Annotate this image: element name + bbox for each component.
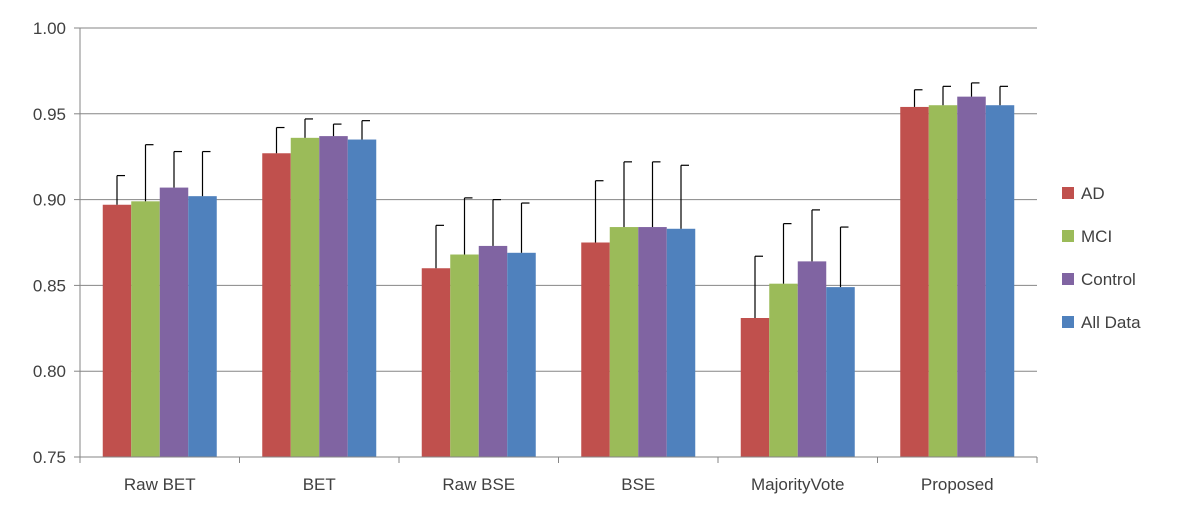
- bar-all-data: [826, 287, 855, 457]
- y-tick-label: 0.80: [33, 362, 66, 381]
- error-bars: [116, 82, 1008, 319]
- legend-label-mci: MCI: [1081, 227, 1112, 246]
- bar-control: [478, 245, 508, 457]
- bar-ad: [740, 318, 770, 457]
- bar-ad: [262, 153, 291, 457]
- x-tick-label: BSE: [621, 475, 655, 494]
- bar-mci: [609, 227, 639, 457]
- legend-swatch-all-data: [1062, 316, 1074, 328]
- x-tick-label: MajorityVote: [751, 475, 845, 494]
- bar-mci: [450, 254, 479, 457]
- bar-all-data: [188, 196, 217, 457]
- y-tick-label: 1.00: [33, 19, 66, 38]
- bar-control: [159, 187, 189, 457]
- bar-mci: [290, 137, 320, 457]
- bar-all-data: [347, 139, 377, 458]
- x-tick-label: Raw BSE: [442, 475, 515, 494]
- x-tick-label: BET: [303, 475, 336, 494]
- x-tick-label: Proposed: [921, 475, 994, 494]
- bars: [102, 96, 1015, 458]
- bar-ad: [581, 242, 610, 457]
- legend-label-ad: AD: [1081, 184, 1105, 203]
- x-tick-label: Raw BET: [124, 475, 196, 494]
- y-tick-label: 0.75: [33, 448, 66, 467]
- legend: AD MCI Control All Data: [1062, 184, 1141, 332]
- bar-ad: [421, 268, 451, 457]
- gridlines: [80, 27, 1037, 372]
- y-tick-label: 0.90: [33, 191, 66, 210]
- axes: 0.75 0.80 0.85 0.90 0.95 1.00 Raw BET BET Raw BS…: [33, 19, 1038, 494]
- bar-mci: [928, 105, 958, 457]
- bar-control: [797, 261, 827, 457]
- legend-label-all-data: All Data: [1081, 313, 1141, 332]
- legend-swatch-mci: [1062, 230, 1074, 242]
- bar-ad: [102, 204, 132, 457]
- bar-control: [957, 96, 986, 457]
- bar-all-data: [985, 105, 1015, 457]
- y-tick-label: 0.95: [33, 105, 66, 124]
- bar-ad: [900, 106, 929, 457]
- legend-swatch-ad: [1062, 187, 1074, 199]
- bar-control: [319, 136, 348, 457]
- bar-mci: [769, 283, 798, 457]
- y-tick-label: 0.85: [33, 276, 66, 295]
- legend-label-control: Control: [1081, 270, 1136, 289]
- legend-swatch-control: [1062, 273, 1074, 285]
- bar-control: [638, 227, 667, 457]
- bar-mci: [131, 201, 160, 457]
- bar-all-data: [666, 228, 696, 457]
- bar-all-data: [507, 252, 536, 457]
